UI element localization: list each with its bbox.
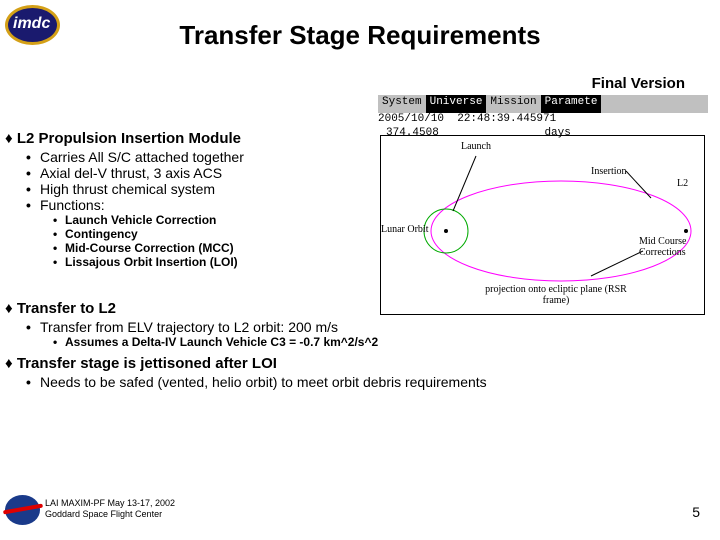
label-projection: projection onto ecliptic plane (RSR fram… <box>476 284 636 306</box>
list-item: High thrust chemical system <box>40 181 375 197</box>
heading-propulsion: L2 Propulsion Insertion Module <box>5 130 375 147</box>
bullets-level2: Launch Vehicle Correction Contingency Mi… <box>5 213 375 269</box>
status-datetime: 2005/10/10 22:48:39.445971 <box>378 113 556 125</box>
label-mcc: Mid Course Corrections <box>639 236 699 258</box>
list-item: Functions: <box>40 197 375 213</box>
list-item: Carries All S/C attached together <box>40 149 375 165</box>
label-launch: Launch <box>461 141 491 152</box>
list-item: Needs to be safed (vented, helio orbit) … <box>40 374 660 390</box>
list-item: Contingency <box>65 227 375 241</box>
list-item: Transfer from ELV trajectory to L2 orbit… <box>40 319 705 335</box>
main-content: L2 Propulsion Insertion Module Carries A… <box>5 130 375 269</box>
label-lunar: Lunar Orbit <box>381 224 429 235</box>
status-bar: System Universe Mission Paramete <box>378 95 708 113</box>
orbit-diagram: Launch Insertion L2 Lunar Orbit Mid Cour… <box>380 135 705 315</box>
list-item: Mid-Course Correction (MCC) <box>65 241 375 255</box>
list-item: Launch Vehicle Correction <box>65 213 375 227</box>
label-insertion: Insertion <box>591 166 627 177</box>
list-item: Lissajous Orbit Insertion (LOI) <box>65 255 375 269</box>
footer-text: LAI MAXIM-PF May 13-17, 2002 Goddard Spa… <box>45 498 175 520</box>
page-number: 5 <box>692 504 700 520</box>
bullets-level1: Carries All S/C attached together Axial … <box>5 149 375 213</box>
list-item: Assumes a Delta-IV Launch Vehicle C3 = -… <box>65 335 705 349</box>
slide-title: Transfer Stage Requirements <box>0 20 720 51</box>
label-l2: L2 <box>677 178 688 189</box>
nasa-logo <box>5 495 40 525</box>
version-label: Final Version <box>592 75 685 92</box>
heading-jettison: Transfer stage is jettisoned after LOI <box>5 355 705 372</box>
list-item: Axial del-V thrust, 3 axis ACS <box>40 165 375 181</box>
